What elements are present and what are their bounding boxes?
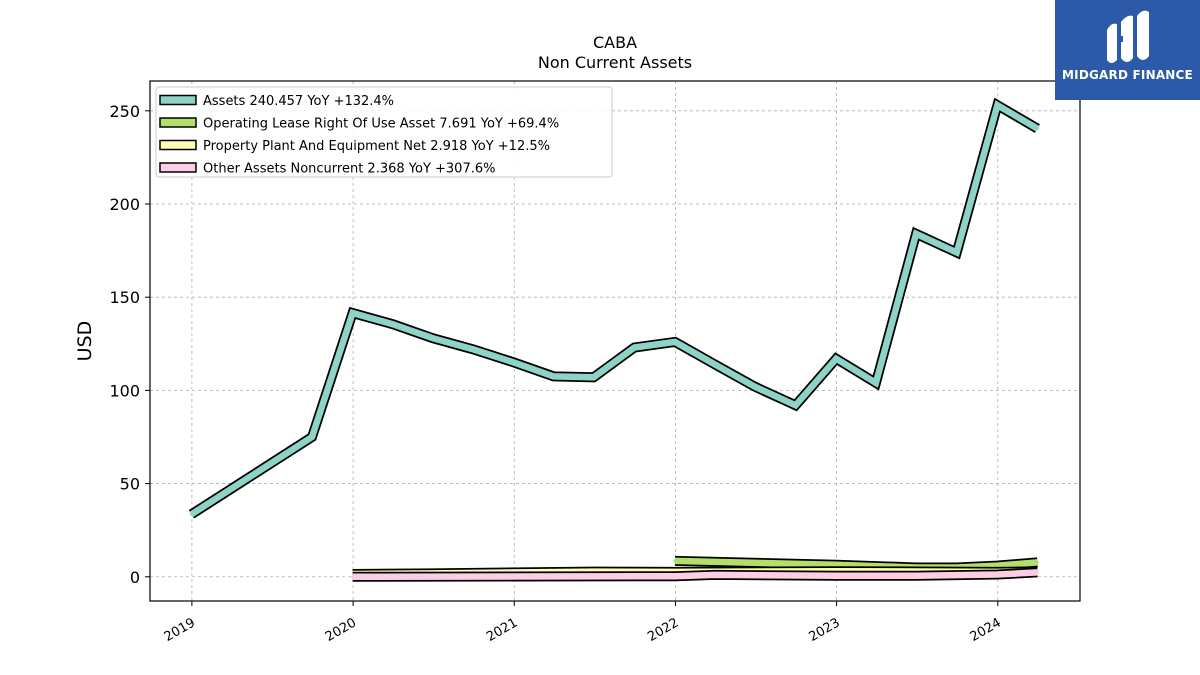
y-tick-label: 200 [109, 195, 140, 214]
data-point [1035, 560, 1039, 564]
y-tick-label: 150 [109, 288, 140, 307]
data-point [995, 564, 999, 568]
data-point [673, 340, 677, 344]
data-point [351, 311, 355, 315]
legend: Assets 240.457 YoY +132.4% Operating Leas… [155, 86, 613, 178]
data-point [834, 574, 838, 578]
data-point [1035, 127, 1039, 131]
data-point [391, 322, 395, 326]
data-point [431, 336, 435, 340]
x-axis: 2019 2020 2021 2022 2023 2024 [162, 601, 1004, 645]
data-point [834, 563, 838, 567]
chart-subtitle: Non Current Assets [538, 53, 692, 72]
data-point [552, 374, 556, 378]
legend-swatch [159, 139, 197, 151]
y-axis-label: USD [74, 321, 96, 362]
data-point [592, 375, 596, 379]
series-line [188, 97, 1040, 519]
x-tick-label: 2023 [806, 615, 842, 645]
x-tick-label: 2022 [645, 615, 681, 645]
y-tick-label: 250 [109, 102, 140, 121]
legend-swatch [159, 162, 197, 173]
data-point [512, 360, 516, 364]
data-point [955, 251, 959, 254]
legend-swatch [159, 94, 197, 106]
series-line [351, 567, 1039, 582]
data-point [632, 346, 636, 349]
data-point [995, 573, 999, 576]
data-point [713, 362, 717, 366]
x-tick-label: 2024 [968, 615, 1004, 645]
series-layer [188, 97, 1040, 582]
logo-mark-icon [1055, 0, 1200, 100]
data-point [914, 232, 918, 236]
data-point [914, 574, 918, 578]
data-point [753, 385, 757, 389]
data-point [190, 512, 193, 516]
brand-name: MIDGARD FINANCE [1062, 68, 1193, 82]
data-point [471, 347, 475, 351]
legend-entry: Property Plant And Equipment Net 2.918 Y… [203, 139, 550, 154]
legend-entry: Assets 240.457 YoY +132.4% [203, 94, 394, 109]
data-point [310, 435, 314, 439]
data-point [834, 357, 838, 361]
data-point [351, 575, 355, 579]
data-point [713, 573, 717, 577]
legend-entry: Other Assets Noncurrent 2.368 YoY +307.6… [203, 162, 495, 177]
plot-frame [149, 80, 1081, 602]
data-point [995, 103, 999, 107]
data-point [794, 403, 798, 407]
data-point [874, 381, 878, 385]
chart-title: CABA [593, 33, 637, 52]
legend-box [155, 86, 613, 178]
x-tick-label: 2020 [323, 615, 359, 645]
data-point [673, 559, 677, 563]
legend-entry: Operating Lease Right Of Use Asset 7.691… [203, 117, 559, 132]
series-line-fill [189, 100, 1040, 518]
x-tick-label: 2021 [484, 615, 520, 645]
legend-swatch [159, 117, 197, 128]
y-axis: 0 50 100 150 200 250 [109, 102, 150, 587]
x-tick-label: 2019 [162, 615, 198, 645]
data-point [673, 574, 677, 578]
midgard-finance-logo: MIDGARD FINANCE [1055, 0, 1200, 100]
y-tick-label: 50 [120, 475, 140, 494]
y-tick-label: 0 [130, 568, 140, 587]
y-tick-label: 100 [109, 381, 140, 400]
data-point [1035, 570, 1039, 574]
